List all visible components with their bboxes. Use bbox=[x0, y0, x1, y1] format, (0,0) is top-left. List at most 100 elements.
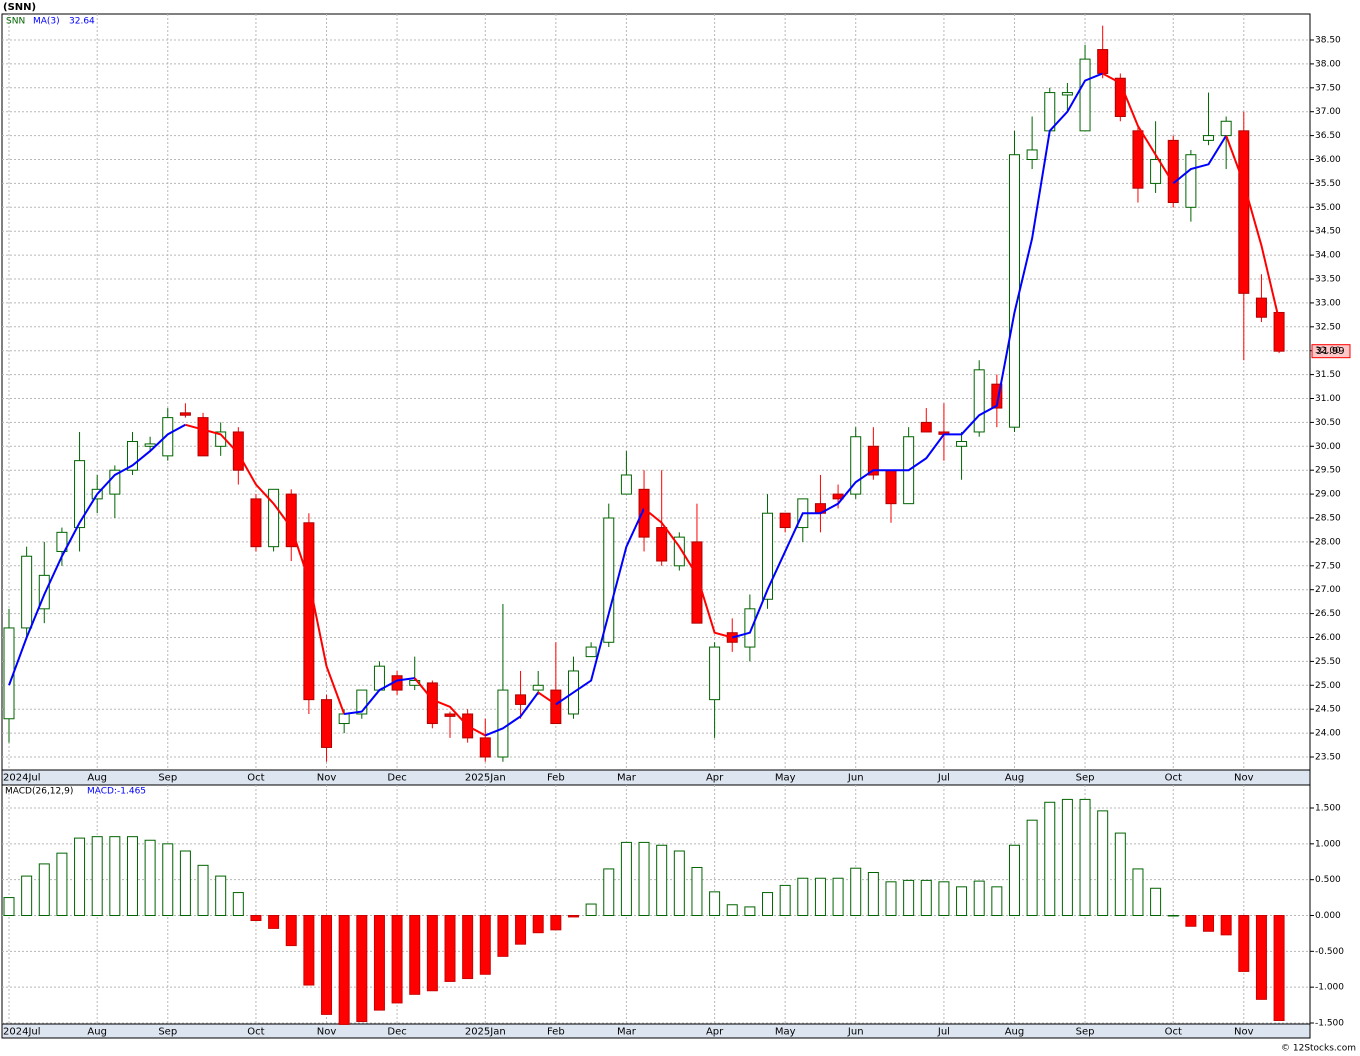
macd-bar bbox=[109, 836, 121, 917]
candle-body bbox=[126, 441, 138, 471]
x-tick-label: Nov bbox=[317, 773, 337, 784]
candle-body bbox=[620, 474, 632, 495]
y-tick-label: 38.50 bbox=[1315, 36, 1341, 46]
moving-average bbox=[555, 508, 645, 706]
x-tick-label: Mar bbox=[617, 1027, 637, 1038]
macd-bar bbox=[1203, 915, 1215, 932]
candle-body bbox=[1220, 120, 1232, 137]
candle-body bbox=[373, 665, 385, 691]
candle-body bbox=[250, 498, 262, 548]
x-tick-label: Mar bbox=[617, 773, 637, 784]
x-tick-label: Aug bbox=[1005, 773, 1025, 784]
y-tick-label: 0.000 bbox=[1315, 911, 1341, 921]
macd-bar bbox=[126, 836, 138, 917]
macd-bar bbox=[726, 904, 738, 917]
macd-bar bbox=[797, 877, 809, 917]
candle-body bbox=[762, 512, 774, 600]
y-tick-label: 1.500 bbox=[1315, 804, 1341, 814]
candle-body bbox=[867, 445, 879, 476]
candle-body bbox=[709, 646, 721, 701]
candle-body bbox=[1255, 297, 1267, 318]
macd-bar bbox=[1061, 798, 1073, 917]
moving-average bbox=[643, 507, 733, 639]
macd-bar bbox=[391, 915, 403, 1004]
macd-bar bbox=[1079, 798, 1091, 917]
x-tick-label: 2024Jul bbox=[3, 1027, 41, 1038]
x-tick-label: 2025Jan bbox=[465, 773, 506, 784]
macd-bar bbox=[162, 843, 174, 917]
macd-bar bbox=[1097, 810, 1109, 917]
candle-body bbox=[74, 460, 86, 529]
candle-body bbox=[744, 608, 756, 648]
candle-body bbox=[162, 417, 174, 457]
y-tick-label: -1.000 bbox=[1315, 983, 1344, 993]
y-tick-label: -1.500 bbox=[1315, 1018, 1344, 1028]
candle-body bbox=[444, 713, 456, 717]
candle-body bbox=[38, 574, 50, 610]
candle-body bbox=[1203, 135, 1215, 141]
labels: (SNN) SNN MA(3) 32.64 MACD(26,12,9) MACD… bbox=[3, 2, 1356, 1054]
macd-bar bbox=[197, 864, 209, 917]
legend-ma: MA(3) bbox=[33, 17, 60, 27]
candle-body bbox=[1132, 130, 1144, 189]
macd-bar bbox=[832, 877, 844, 917]
macd-bar bbox=[373, 915, 385, 1011]
y-tick-label: 31.00 bbox=[1315, 394, 1341, 404]
x-tick-label: Aug bbox=[87, 773, 107, 784]
x-tick-label: Sep bbox=[1076, 1027, 1095, 1038]
candle-body bbox=[585, 646, 597, 658]
y-tick-label: -0.500 bbox=[1315, 947, 1344, 957]
y-tick-label: 31.50 bbox=[1315, 370, 1341, 380]
macd-bar bbox=[285, 915, 297, 947]
date-strip bbox=[1, 769, 1311, 786]
candle-body bbox=[179, 412, 191, 416]
x-tick-label: Sep bbox=[158, 1027, 177, 1038]
x-tick-label: Dec bbox=[387, 773, 406, 784]
last-price-label: 31.99 bbox=[1316, 346, 1345, 357]
macd-bar bbox=[215, 875, 227, 917]
macd-bar bbox=[1220, 915, 1232, 936]
macd-bar bbox=[779, 884, 791, 917]
candle-body bbox=[338, 713, 350, 725]
x-tick-label: Aug bbox=[1005, 1027, 1025, 1038]
candle-body bbox=[850, 436, 862, 495]
candle-body bbox=[1167, 139, 1179, 204]
macd-bar bbox=[1008, 844, 1020, 917]
macd-bar bbox=[814, 877, 826, 917]
y-tick-label: 32.50 bbox=[1315, 322, 1341, 332]
candle-body bbox=[197, 417, 209, 457]
candle-body bbox=[109, 469, 121, 495]
macd-bar bbox=[1185, 915, 1197, 927]
y-tick-label: 30.50 bbox=[1315, 418, 1341, 428]
moving-average bbox=[1225, 135, 1281, 321]
x-tick-label: Oct bbox=[1165, 773, 1182, 784]
macd-bar bbox=[656, 844, 668, 917]
y-tick-label: 37.50 bbox=[1315, 83, 1341, 93]
x-tick-label: 2025Jan bbox=[465, 1027, 506, 1038]
y-tick-label: 29.50 bbox=[1315, 466, 1341, 476]
macd-bar bbox=[532, 915, 544, 934]
legend-symbol: SNN bbox=[6, 17, 25, 27]
candle-body bbox=[497, 689, 509, 758]
macd-bar bbox=[638, 841, 650, 917]
y-tick-label: 33.50 bbox=[1315, 275, 1341, 285]
y-tick-label: 36.00 bbox=[1315, 155, 1341, 165]
macd-bar bbox=[903, 879, 915, 917]
x-tick-label: Jun bbox=[847, 1027, 864, 1038]
macd-bar bbox=[232, 892, 244, 917]
candle-body bbox=[691, 541, 703, 624]
candle-body bbox=[991, 383, 1003, 409]
candle-body bbox=[673, 536, 685, 567]
x-tick-label: May bbox=[775, 773, 796, 784]
macd-bar bbox=[179, 850, 191, 917]
candle-body bbox=[1150, 159, 1162, 184]
macd-bar bbox=[1044, 801, 1056, 917]
macd-bar bbox=[462, 915, 474, 980]
macd-bar bbox=[1114, 832, 1126, 917]
macd-bar bbox=[762, 892, 774, 917]
candle-body bbox=[479, 737, 491, 758]
macd-bar bbox=[356, 915, 368, 1023]
x-tick-label: Sep bbox=[158, 773, 177, 784]
x-tick-label: Jun bbox=[847, 773, 864, 784]
moving-average bbox=[185, 423, 346, 715]
